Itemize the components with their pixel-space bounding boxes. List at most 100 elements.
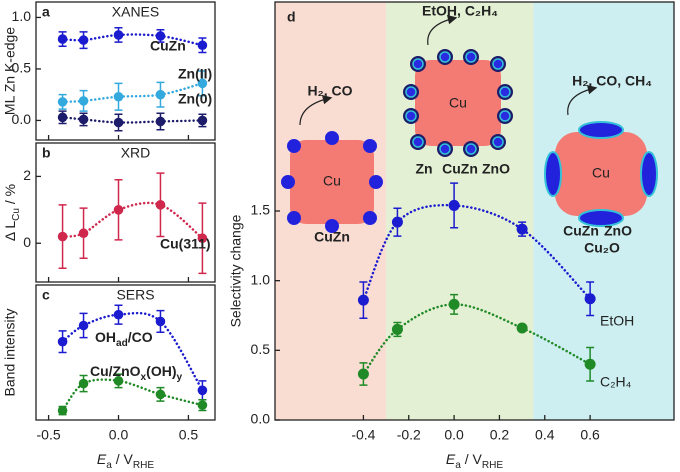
point bbox=[357, 368, 369, 380]
particle-sites bbox=[544, 121, 658, 227]
point bbox=[113, 117, 124, 128]
text-part: E bbox=[97, 451, 107, 467]
point bbox=[391, 216, 403, 228]
fit-line bbox=[61, 311, 204, 392]
particle-label: Zn bbox=[415, 161, 432, 177]
text-part: Cu bbox=[11, 208, 22, 221]
text-part: Δ L bbox=[2, 221, 18, 241]
point bbox=[448, 199, 460, 211]
point bbox=[516, 322, 528, 334]
point bbox=[78, 114, 89, 125]
point bbox=[155, 116, 166, 127]
product-label: H₂, CO bbox=[307, 83, 352, 99]
point bbox=[155, 31, 166, 41]
text-part: / V bbox=[112, 451, 134, 467]
particle-core bbox=[415, 60, 501, 146]
point bbox=[357, 294, 369, 306]
core-label: Cu bbox=[449, 95, 467, 111]
text-part: / % bbox=[2, 184, 18, 208]
series-label: C₂H₄ bbox=[600, 374, 632, 390]
x-tick-label: 0.0 bbox=[109, 427, 129, 443]
core-label: Cu bbox=[323, 173, 341, 189]
frame bbox=[35, 142, 216, 283]
series-label: CuZn bbox=[150, 38, 186, 54]
point bbox=[584, 358, 596, 370]
x-tick-label: 0.0 bbox=[444, 427, 464, 443]
particle-core bbox=[555, 132, 647, 216]
y-axis-label: Δ LCu / % bbox=[2, 184, 22, 241]
point bbox=[113, 91, 124, 102]
product-label: H₂, CO, CH₄ bbox=[572, 73, 652, 89]
point bbox=[584, 293, 596, 305]
y-axis-label: Selectivity change bbox=[228, 214, 244, 327]
y-tick-label: 0 bbox=[23, 234, 31, 250]
panel-title: XANES bbox=[112, 4, 159, 20]
point bbox=[57, 336, 68, 347]
text-part: /CO bbox=[128, 329, 153, 345]
point bbox=[57, 97, 68, 107]
point bbox=[78, 228, 89, 239]
y-tick-label: 1.0 bbox=[12, 8, 32, 24]
point bbox=[78, 320, 89, 331]
y-tick-label: 0.5 bbox=[12, 60, 32, 76]
particle-label: CuZn bbox=[442, 161, 478, 177]
x-tick-label: -0.5 bbox=[37, 427, 61, 443]
point bbox=[391, 323, 403, 335]
panel-title: XRD bbox=[121, 145, 151, 161]
point bbox=[78, 35, 89, 45]
text-part: x bbox=[141, 372, 147, 383]
series-label: Zn(0) bbox=[178, 91, 212, 107]
point bbox=[516, 223, 528, 235]
point bbox=[57, 112, 68, 123]
x-tick-label: -0.4 bbox=[351, 427, 375, 443]
series-label: OHad/CO bbox=[95, 329, 153, 349]
text-part: y bbox=[176, 372, 182, 383]
panel-label: d bbox=[287, 9, 296, 25]
panel-label: b bbox=[42, 145, 51, 161]
y-tick-label: 1.0 bbox=[251, 271, 271, 287]
core-label: Cu bbox=[592, 165, 610, 181]
particle-core bbox=[290, 140, 374, 224]
point bbox=[197, 115, 208, 126]
product-label: EtOH, C₂H₄ bbox=[422, 3, 498, 19]
arrow bbox=[427, 14, 458, 46]
point bbox=[113, 205, 124, 215]
point bbox=[155, 200, 166, 210]
y-tick-label: 0.0 bbox=[251, 411, 271, 427]
text-part: OH bbox=[95, 329, 116, 345]
point bbox=[113, 309, 124, 320]
y-tick-label: 2 bbox=[23, 167, 31, 183]
particle-label: CuZn bbox=[314, 229, 350, 245]
point bbox=[57, 405, 68, 416]
panel-label: a bbox=[42, 4, 50, 20]
text-part: Cu/ZnO bbox=[90, 363, 141, 379]
fit-line bbox=[61, 201, 204, 240]
particle-label: ZnO bbox=[604, 223, 632, 239]
frame bbox=[35, 284, 216, 421]
point bbox=[155, 316, 166, 327]
y-tick-label: 1.5 bbox=[251, 202, 271, 218]
text-part: (OH) bbox=[146, 363, 176, 379]
x-tick-label: 0.4 bbox=[535, 427, 555, 443]
particle-label: ZnO bbox=[482, 161, 510, 177]
particle-sites bbox=[281, 131, 383, 233]
x-tick-label: -0.2 bbox=[397, 427, 421, 443]
panel-label: c bbox=[42, 287, 50, 303]
arrows bbox=[299, 14, 598, 126]
y-axis-label: ML Zn K-edge bbox=[2, 27, 18, 115]
point bbox=[113, 376, 124, 386]
point bbox=[78, 378, 89, 389]
point bbox=[57, 34, 68, 44]
x-tick-label: 0.2 bbox=[490, 427, 510, 443]
x-tick-label: 0.5 bbox=[179, 427, 199, 443]
point bbox=[57, 231, 68, 242]
text-part: E bbox=[446, 451, 456, 467]
text-part: RHE bbox=[482, 460, 504, 471]
illustrations bbox=[281, 49, 658, 233]
point bbox=[197, 233, 208, 244]
text-part: RHE bbox=[133, 460, 155, 471]
particle-label: Cu₂O bbox=[584, 240, 620, 256]
arrow bbox=[567, 84, 598, 116]
